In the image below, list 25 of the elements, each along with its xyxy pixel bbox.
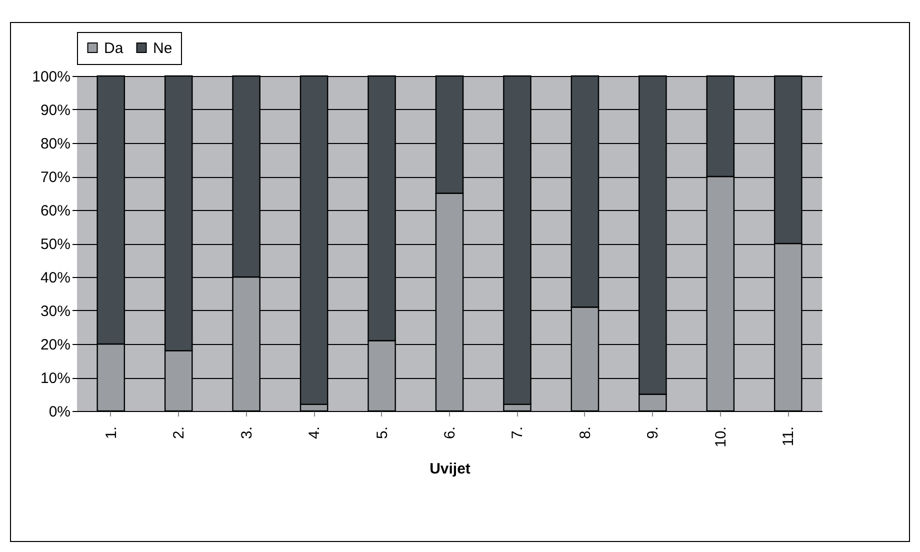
x-tick-label: 2.	[170, 426, 188, 440]
y-tick-label: 50%	[40, 236, 70, 253]
x-tick-label: 5.	[374, 426, 391, 440]
x-tick-label: 3.	[238, 426, 256, 440]
y-tick-label: 30%	[40, 303, 70, 320]
x-tick-label: 6.	[442, 426, 458, 440]
x-tick-label: 11.	[780, 426, 798, 446]
y-tick-label: 60%	[40, 202, 70, 220]
x-tick-label: 1.	[102, 426, 120, 440]
x-axis-title: Uvijet	[430, 460, 470, 478]
x-tick-label: 8.	[576, 426, 594, 440]
x-tick-label: 9.	[644, 426, 662, 440]
legend-label: Ne	[153, 40, 172, 57]
y-tick-label: 0%	[48, 404, 70, 420]
legend-label: Da	[104, 40, 124, 57]
y-tick-label: 80%	[40, 136, 70, 152]
y-tick-label: 10%	[40, 370, 70, 387]
x-tick-label: 7.	[509, 426, 526, 440]
y-tick-label: 70%	[40, 169, 70, 186]
y-tick-label: 20%	[40, 336, 70, 354]
y-tick-label: 90%	[40, 102, 70, 119]
x-tick-label: 4.	[306, 426, 324, 440]
y-tick-label: 100%	[32, 68, 70, 86]
y-tick-label: 40%	[40, 270, 70, 286]
x-tick-label: 10.	[712, 426, 730, 448]
